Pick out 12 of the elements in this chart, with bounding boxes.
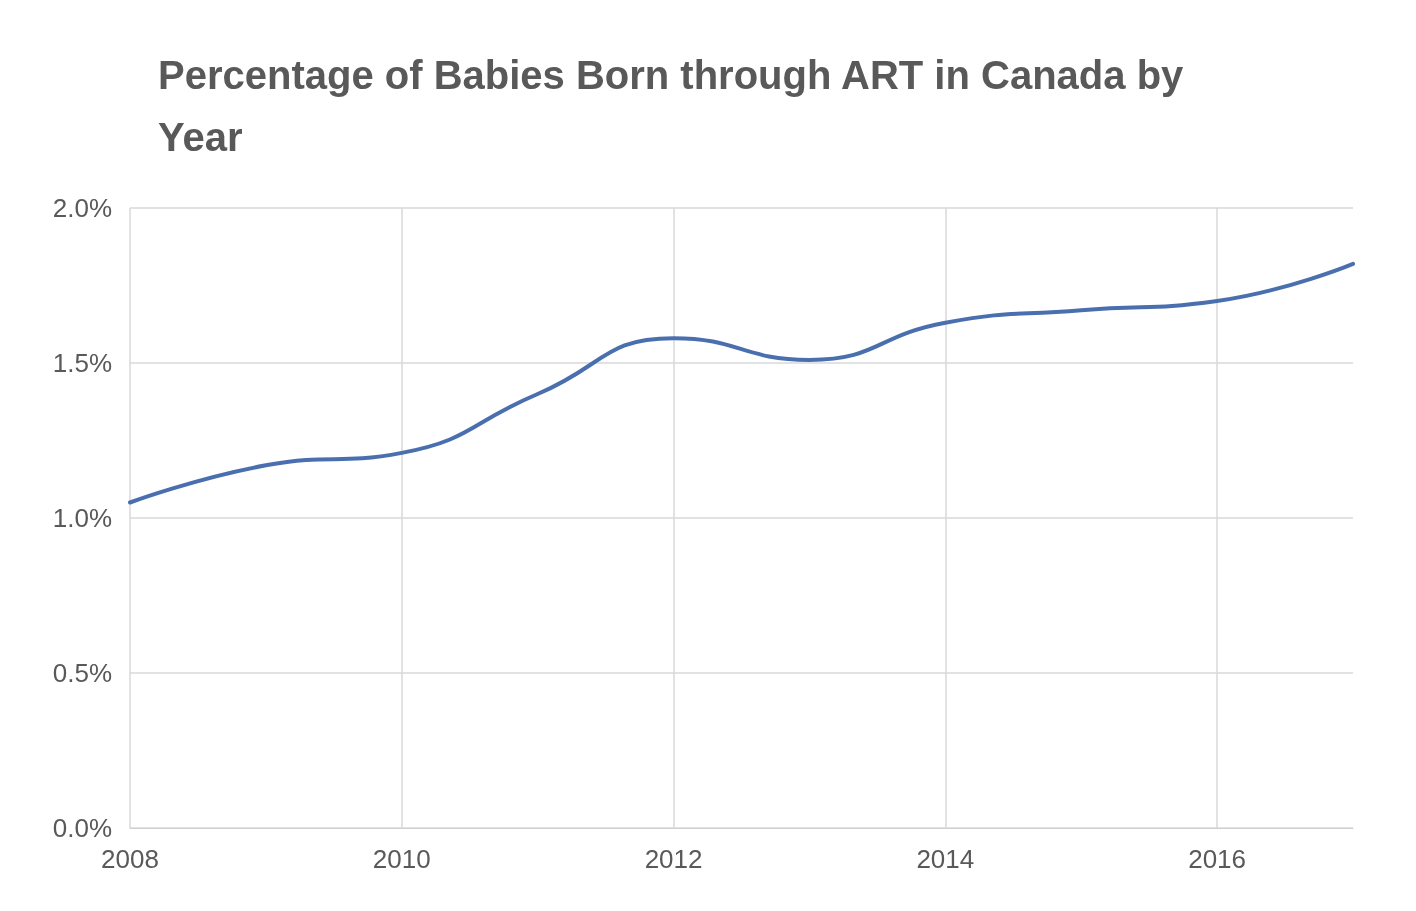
y-tick-label: 2.0% [52, 193, 112, 223]
x-tick-label: 2008 [101, 844, 159, 874]
x-tick-label: 2010 [372, 844, 431, 874]
y-tick-label: 0.5% [52, 658, 112, 688]
x-tick-label: 2014 [916, 844, 975, 874]
chart-title: Percentage of Babies Born through ART in Canada by Year [158, 53, 1195, 159]
x-tick-label: 2016 [1188, 844, 1247, 874]
y-tick-label: 0.0% [52, 813, 112, 843]
y-tick-label: 1.0% [52, 503, 112, 533]
x-tick-label: 2012 [644, 844, 703, 874]
line-series [128, 261, 1355, 505]
y-tick-label: 1.5% [52, 348, 112, 378]
